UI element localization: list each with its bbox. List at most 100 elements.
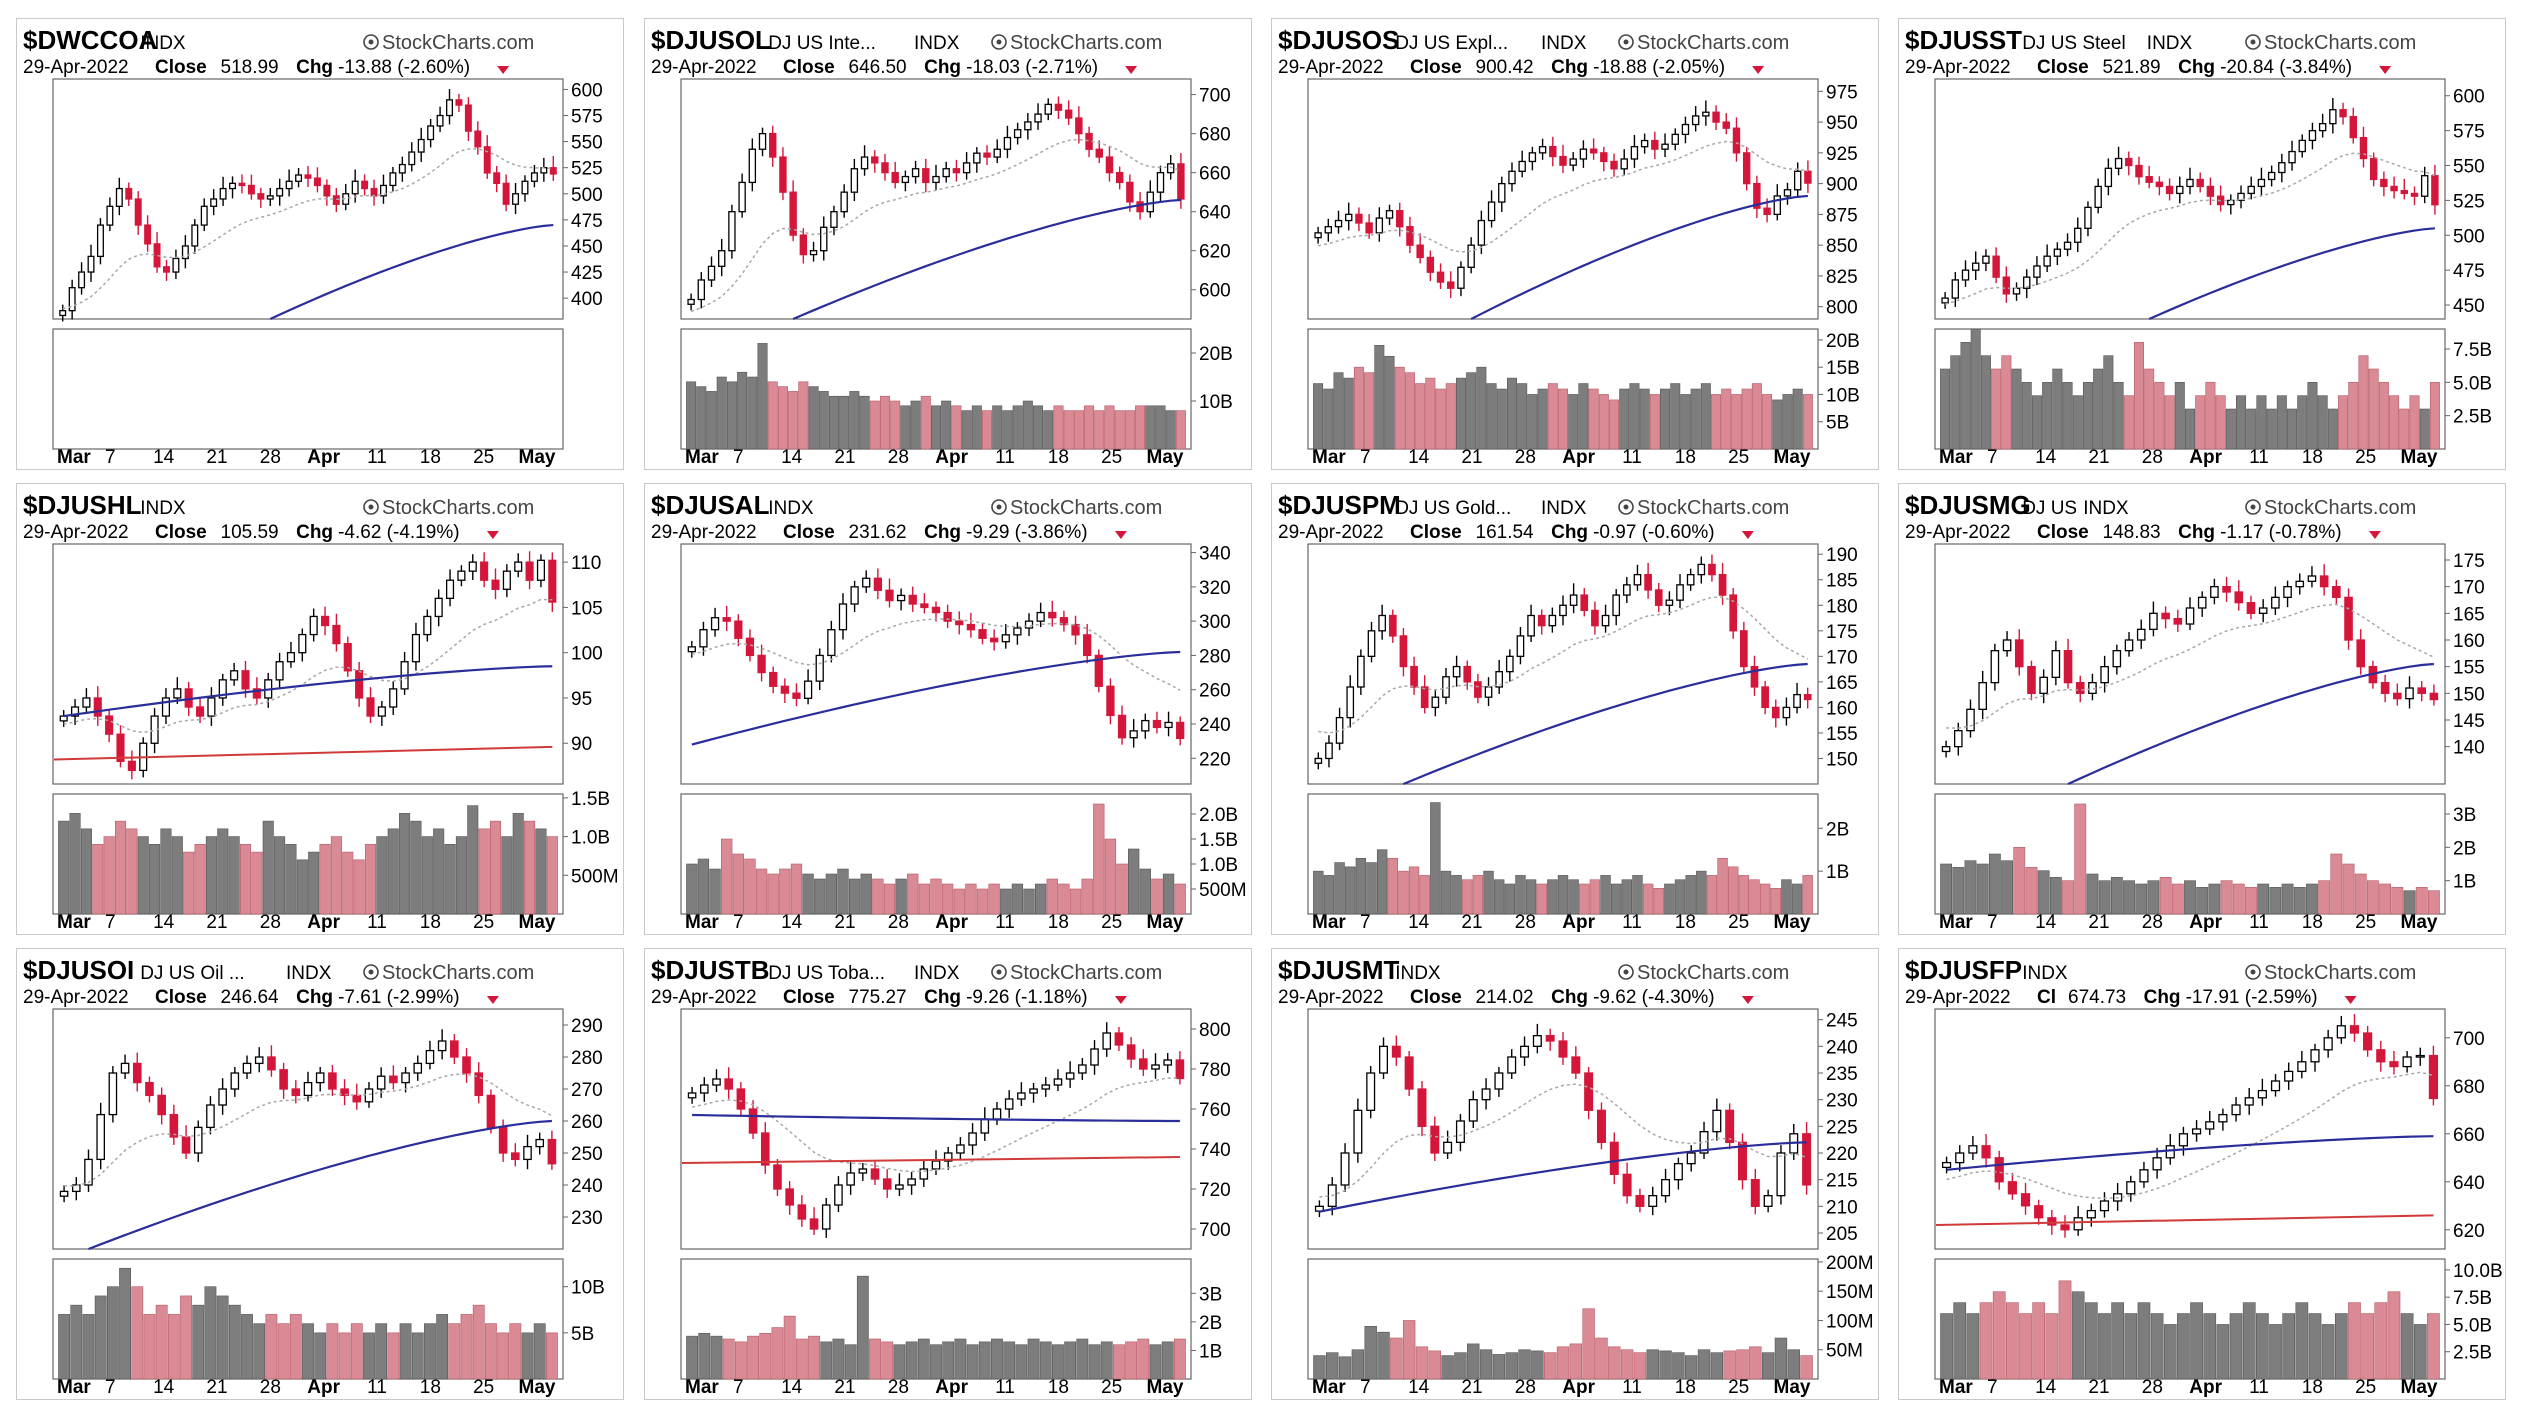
candle-up <box>401 1072 410 1084</box>
candle-down <box>464 104 472 132</box>
index-type: INDX <box>2147 33 2193 54</box>
candle-down <box>511 1152 520 1161</box>
volume-bar <box>1672 1352 1685 1380</box>
candle-up <box>70 706 80 717</box>
brand-text: StockCharts.com <box>2264 962 2416 984</box>
candle-up <box>364 1088 374 1103</box>
volume-bar <box>1646 1349 1659 1380</box>
candle-down <box>1722 121 1730 129</box>
candle-up <box>1452 665 1461 678</box>
down-arrow-icon <box>1741 996 1754 1004</box>
quote-date: 29-Apr-2022 <box>23 57 129 78</box>
price-tick-label: 160 <box>1826 698 1858 719</box>
quote-date: 29-Apr-2022 <box>1905 57 2011 78</box>
candle-up <box>2197 596 2207 609</box>
candle-up <box>512 193 520 205</box>
change-value: -4.62 (-4.19%) <box>338 522 459 543</box>
sma-50-line <box>2148 227 2435 321</box>
volume-bar <box>2123 395 2134 450</box>
close-label: Close <box>155 987 207 1008</box>
candle-up <box>1024 620 1034 629</box>
stock-chart: $DJUSST DJ US Steel INDX StockCharts.com 29-… <box>1905 25 2492 468</box>
candle-up <box>901 175 910 184</box>
candle-down <box>779 156 787 193</box>
volume-bar <box>961 410 972 450</box>
chart-panel: $DJUSAL INDX StockCharts.com 29-Apr-2022 Clo… <box>644 483 1252 935</box>
volume-tick-label: 7.5B <box>2453 1288 2492 1309</box>
candle-up <box>96 1113 105 1161</box>
volume-bar <box>1700 383 1711 450</box>
volume-bar <box>1333 372 1344 450</box>
candle-down <box>343 642 352 672</box>
volume-bar <box>1419 875 1430 915</box>
candle-down <box>1981 1145 1991 1159</box>
candle-up <box>2310 1049 2320 1063</box>
candle-up <box>1004 1098 1014 1110</box>
candle-up <box>425 1049 435 1065</box>
candle-up <box>895 1184 904 1190</box>
down-arrow-icon <box>1741 531 1754 539</box>
index-description: DJ US Oil ... <box>140 963 245 984</box>
volume-bar <box>2245 887 2257 915</box>
candle-up <box>943 1152 953 1162</box>
volume-bar <box>216 1295 229 1380</box>
volume-bar <box>2137 1302 2151 1380</box>
candle-up <box>1505 655 1514 673</box>
price-tick-label: 280 <box>1199 646 1231 667</box>
volume-bar <box>1639 388 1650 450</box>
volume-bar <box>978 1341 991 1380</box>
candle-up <box>1024 121 1032 131</box>
x-axis-label: May <box>1147 1377 1184 1398</box>
volume-bar <box>1588 388 1599 450</box>
candle-up <box>254 1056 264 1065</box>
x-axis-label: 21 <box>2088 447 2109 468</box>
candle-up <box>181 245 189 260</box>
index-description: DJ US Inte... <box>768 33 876 54</box>
close-value: 674.73 <box>2068 987 2126 1008</box>
candle-down <box>2125 157 2133 167</box>
x-axis-label: 14 <box>2035 1377 2057 1398</box>
symbol: $DJUSOS <box>1278 25 1399 55</box>
chart-panel: $DJUSPM DJ US Gold... INDX StockCharts.com 2… <box>1271 483 1879 935</box>
candle-up <box>820 226 828 252</box>
candle-up <box>834 1184 843 1206</box>
volume-bar <box>106 1286 119 1380</box>
volume-bar <box>1012 405 1023 450</box>
candle-down <box>2359 136 2368 160</box>
volume-bar <box>1353 366 1364 450</box>
sma-200-line <box>681 1156 1180 1164</box>
volume-bar <box>1537 388 1548 450</box>
volume-bar <box>2086 873 2099 915</box>
candle-up <box>351 180 359 195</box>
price-tick-label: 720 <box>1199 1180 1231 1201</box>
volume-bar <box>1415 1346 1429 1380</box>
volume-bar <box>1589 879 1601 915</box>
close-value: 518.99 <box>221 57 279 78</box>
volume-bar <box>869 1338 881 1380</box>
price-tick-label: 240 <box>571 1176 603 1197</box>
quote-date: 29-Apr-2022 <box>1278 987 1384 1008</box>
volume-bar <box>2295 1302 2309 1380</box>
candle-down <box>891 172 899 184</box>
volume-bar <box>1124 410 1135 450</box>
volume-bar <box>183 851 195 915</box>
candle-up <box>408 151 416 166</box>
volume-bar <box>2338 395 2349 450</box>
candle-up <box>68 287 76 312</box>
candle-up <box>956 1144 965 1154</box>
candle-down <box>525 561 534 581</box>
candle-up <box>1367 630 1376 657</box>
volume-bar <box>709 868 721 915</box>
candle-down <box>2145 176 2153 183</box>
volume-bar <box>1334 862 1345 915</box>
x-axis-label: 18 <box>420 447 441 468</box>
candle-down <box>2380 682 2390 694</box>
close-label: Cl <box>2037 987 2056 1008</box>
candle-down <box>1106 685 1115 717</box>
candle-up <box>1498 182 1506 203</box>
close-value: 105.59 <box>221 522 279 543</box>
volume-bar <box>2413 1324 2427 1380</box>
candle-down <box>1404 1056 1414 1090</box>
price-tick-label: 575 <box>2453 122 2485 143</box>
